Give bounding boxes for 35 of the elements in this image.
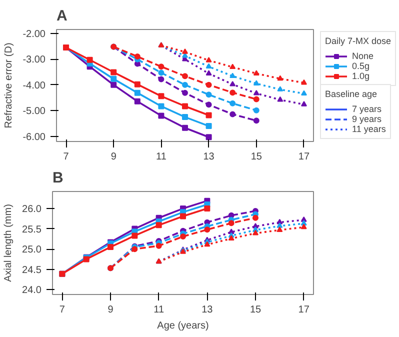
legend-title: Daily 7-MX dose	[325, 36, 392, 46]
chart-title: A	[56, 8, 68, 24]
x-tick-label: 11	[154, 304, 164, 316]
x-tick-label: 9	[110, 152, 117, 162]
text: 7 years	[352, 104, 382, 114]
legend-label: 1.0g	[352, 71, 371, 81]
x-tick-label: 9	[108, 304, 114, 316]
y-tick-label: 25.5	[22, 224, 42, 236]
y-tick-label: -2.00	[22, 28, 46, 40]
legend-label: None	[352, 51, 374, 61]
x-tick-label: 7	[63, 152, 70, 162]
y-tick-label: -6.00	[22, 132, 46, 143]
y-tick-label: -5.00	[22, 106, 46, 118]
text: 9 years	[352, 114, 382, 124]
x-tick-label: 17	[298, 152, 310, 162]
y-tick-label: 24.0	[22, 285, 42, 296]
text: 11 years	[352, 124, 386, 134]
x-axis-title: Age (years)	[157, 320, 209, 332]
x-tick-label: 17	[298, 304, 310, 316]
y-axis-title: Refractive error (D)	[4, 42, 15, 128]
y-tick-label: -4.00	[22, 80, 46, 92]
y-tick-label: -3.00	[22, 54, 46, 66]
legend-label: 0.5g	[352, 61, 371, 71]
x-tick-label: 15	[250, 304, 262, 316]
chart-title: B	[52, 170, 64, 186]
x-tick-label: 11	[156, 152, 167, 162]
y-tick-label: 26.0	[22, 204, 42, 216]
y-tick-label: 25.0	[22, 244, 42, 256]
x-tick-label: 13	[202, 304, 214, 316]
x-tick-label: 13	[203, 152, 215, 162]
x-tick-label: 7	[59, 304, 66, 316]
y-axis-title: Axial length (mm)	[3, 204, 14, 282]
text: Baseline age	[325, 89, 378, 99]
x-tick-label: 15	[250, 152, 262, 162]
y-tick-label: 24.5	[22, 264, 42, 276]
